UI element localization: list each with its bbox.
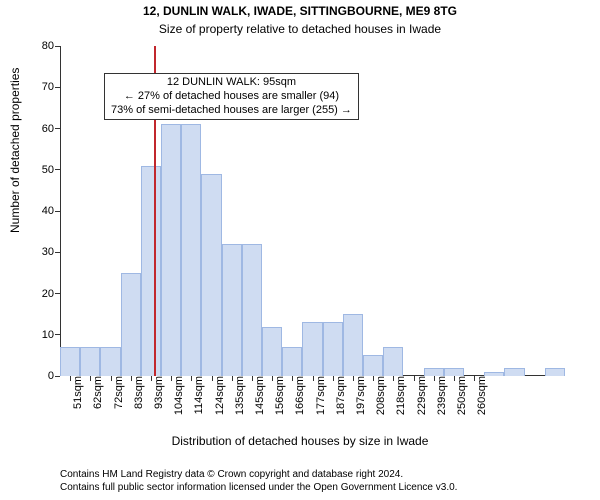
credits-line-1: Contains HM Land Registry data © Crown c… [60,468,457,481]
x-tick-label: 250sqm [452,376,468,415]
annotation-box: 12 DUNLIN WALK: 95sqm← 27% of detached h… [104,73,359,120]
histogram-bar [161,124,181,376]
x-tick-label: 104sqm [169,376,185,415]
histogram-bar [262,327,282,377]
histogram-bar [302,322,322,376]
x-tick-label: 177sqm [311,376,327,415]
histogram-bar [141,166,161,376]
histogram-bar [424,368,444,376]
histogram-bar [282,347,302,376]
histogram-bar [323,322,343,376]
histogram-bar [343,314,363,376]
histogram-bar [80,347,100,376]
x-tick-label: 218sqm [391,376,407,415]
y-tick-label: 10 [42,329,60,341]
annotation-line: 12 DUNLIN WALK: 95sqm [111,76,352,90]
x-tick-label: 51sqm [68,376,84,409]
histogram-bar [504,368,524,376]
annotation-line: 73% of semi-detached houses are larger (… [111,104,352,118]
histogram-bar [181,124,201,376]
x-tick-label: 260sqm [472,376,488,415]
y-tick-label: 30 [42,246,60,258]
y-tick-label: 80 [42,40,60,52]
histogram-bar [383,347,403,376]
credits-line-2: Contains full public sector information … [60,481,457,494]
x-tick-label: 72sqm [109,376,125,409]
x-tick-label: 208sqm [371,376,387,415]
histogram-bar [222,244,242,376]
histogram-bar [242,244,262,376]
y-tick-label: 70 [42,81,60,93]
credits: Contains HM Land Registry data © Crown c… [60,468,457,494]
x-tick-label: 135sqm [230,376,246,415]
x-tick-label: 197sqm [351,376,367,415]
histogram-bar [121,273,141,376]
histogram-bar [545,368,565,376]
x-tick-label: 93sqm [149,376,165,409]
x-tick-label: 156sqm [270,376,286,415]
x-axis-label: Distribution of detached houses by size … [0,434,600,448]
histogram-bar [201,174,221,376]
y-tick-label: 60 [42,123,60,135]
chart-title-sub: Size of property relative to detached ho… [0,22,600,36]
histogram-bar [444,368,464,376]
y-axis-line [60,46,61,376]
x-tick-label: 83sqm [129,376,145,409]
annotation-line: ← 27% of detached houses are smaller (94… [111,90,352,104]
y-tick-label: 50 [42,164,60,176]
x-tick-label: 229sqm [412,376,428,415]
x-tick-label: 145sqm [250,376,266,415]
chart-container: 12, DUNLIN WALK, IWADE, SITTINGBOURNE, M… [0,0,600,500]
x-tick-label: 187sqm [331,376,347,415]
x-tick-label: 239sqm [432,376,448,415]
x-tick-label: 62sqm [88,376,104,409]
y-axis-label: Number of detached properties [8,68,22,233]
histogram-bar [60,347,80,376]
y-tick-label: 0 [48,370,60,382]
x-tick-label: 124sqm [210,376,226,415]
x-tick-label: 114sqm [189,376,205,414]
plot-area: 0102030405060708051sqm62sqm72sqm83sqm93s… [60,46,565,376]
histogram-bar [363,355,383,376]
histogram-bar [100,347,120,376]
chart-title-main: 12, DUNLIN WALK, IWADE, SITTINGBOURNE, M… [0,4,600,18]
x-tick-label: 166sqm [290,376,306,415]
y-tick-label: 20 [42,288,60,300]
y-tick-label: 40 [42,205,60,217]
